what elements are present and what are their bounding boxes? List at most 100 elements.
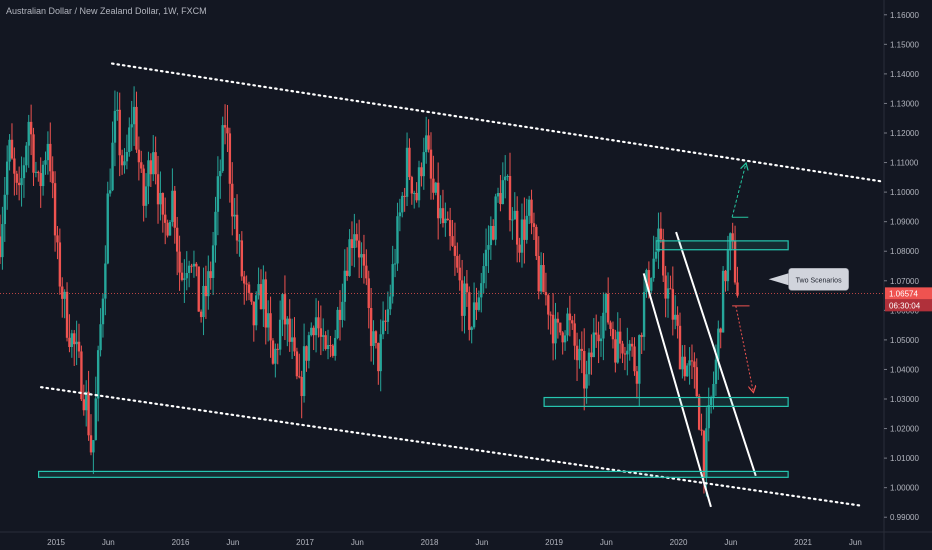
y-tick-label: 0.99000	[890, 513, 919, 522]
candle-body	[197, 266, 200, 312]
lower-trendline[interactable]	[39, 386, 861, 507]
y-tick-label: 1.10000	[890, 188, 919, 197]
candle-body	[381, 320, 385, 335]
candle-body	[75, 341, 78, 345]
x-tick-label: 2020	[670, 538, 688, 547]
candle-body	[204, 285, 208, 297]
candle-body	[240, 240, 244, 277]
x-tick-label: 2016	[172, 538, 190, 547]
candle-body	[257, 284, 260, 296]
candle-body	[408, 147, 411, 178]
candle-body	[94, 398, 97, 441]
candle-body	[590, 352, 593, 358]
candle-body	[149, 160, 153, 175]
candle-body	[453, 245, 457, 256]
candle-body	[614, 339, 617, 363]
candle-body	[444, 218, 447, 224]
candle-body	[80, 351, 83, 400]
candle-body	[116, 109, 119, 111]
x-tick-label: Jun	[226, 538, 239, 547]
candle-body	[305, 346, 308, 361]
candle-body	[187, 265, 191, 273]
candle-body	[410, 177, 414, 194]
candle-body	[130, 124, 133, 128]
candle-body	[288, 318, 291, 342]
candle-body	[726, 250, 730, 282]
channel-line-1[interactable]	[642, 273, 712, 508]
candle-body	[353, 234, 356, 248]
candle-body	[549, 314, 552, 316]
candle-body	[487, 245, 490, 250]
candle-body	[68, 337, 71, 348]
x-tick-label: Jun	[600, 538, 613, 547]
candle-body	[137, 149, 141, 163]
candle-body	[496, 192, 500, 197]
candle-body	[448, 220, 452, 237]
candle-body	[733, 240, 737, 283]
upper-trendline[interactable]	[110, 62, 886, 183]
x-tick-label: 2019	[545, 538, 563, 547]
candle-body	[128, 127, 131, 153]
support-resistance-zone[interactable]	[655, 240, 789, 251]
candle-body	[49, 143, 52, 172]
candle-body	[247, 284, 251, 293]
candle-body	[379, 334, 382, 372]
candle-body	[221, 125, 224, 171]
candle-body	[717, 328, 720, 360]
candle-body	[551, 314, 555, 344]
candle-body	[542, 265, 545, 293]
candle-body	[458, 267, 461, 281]
candle-body	[214, 211, 217, 246]
candle-body	[511, 219, 514, 221]
scenario-down-arrow[interactable]	[735, 305, 753, 392]
candle-body	[195, 263, 198, 267]
candle-body	[403, 195, 406, 197]
candle-body	[671, 289, 675, 320]
x-tick-label: 2017	[296, 538, 314, 547]
y-tick-label: 1.01000	[890, 454, 919, 463]
candle-body	[156, 174, 160, 205]
candle-body	[659, 228, 663, 240]
candle-body	[58, 242, 62, 287]
candle-body	[621, 343, 624, 354]
scenario-up-arrow[interactable]	[731, 164, 746, 218]
candle-body	[290, 337, 294, 342]
candle-body	[175, 227, 179, 252]
candle-body	[506, 176, 509, 178]
candle-body	[628, 343, 631, 351]
candle-body	[168, 221, 172, 236]
candle-body	[700, 429, 703, 431]
candle-body	[563, 335, 567, 343]
candle-body	[369, 307, 373, 346]
countdown-tag	[885, 299, 932, 312]
candle-body	[736, 282, 739, 296]
candle-body	[604, 293, 607, 313]
candle-body	[475, 302, 478, 310]
candle-body	[51, 171, 54, 184]
candle-body	[594, 332, 598, 335]
candle-body	[705, 428, 708, 478]
candle-body	[274, 348, 277, 364]
candle-body	[183, 278, 186, 280]
candle-body	[99, 324, 102, 351]
candle-body	[683, 356, 686, 377]
candle-body	[307, 335, 311, 361]
support-resistance-zone[interactable]	[543, 396, 789, 407]
candle-body	[669, 288, 672, 290]
candle-body	[20, 178, 23, 186]
candle-body	[417, 167, 421, 201]
callout-box[interactable]	[788, 267, 849, 291]
channel-line-2[interactable]	[675, 231, 757, 477]
candle-body	[348, 239, 351, 276]
candle-body	[657, 228, 660, 252]
candle-body	[44, 160, 47, 165]
candle-body	[254, 295, 258, 326]
candle-body	[688, 360, 691, 366]
x-tick-label: 2015	[47, 538, 65, 547]
candle-body	[396, 216, 399, 264]
support-resistance-zone[interactable]	[37, 470, 789, 478]
candle-body	[532, 223, 536, 227]
candle-body	[0, 236, 2, 258]
candle-body	[571, 320, 574, 324]
